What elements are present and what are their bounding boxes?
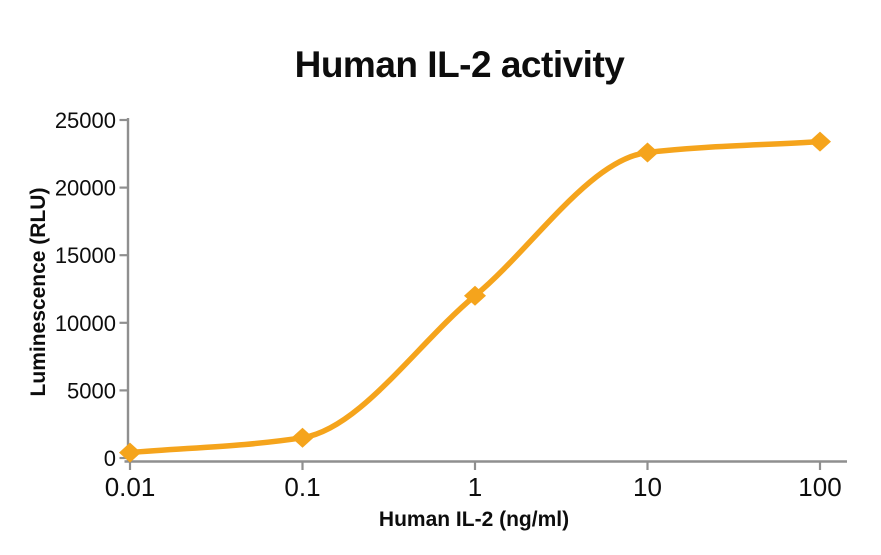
data-point-marker [809, 131, 831, 152]
data-point-marker [119, 442, 141, 463]
y-tick-label: 5000 [67, 378, 116, 403]
data-point-marker [464, 285, 486, 306]
data-point-marker [291, 427, 314, 448]
x-axis-title: Human IL-2 (ng/ml) [378, 508, 570, 531]
y-tick-label: 20000 [55, 176, 116, 201]
y-tick-label: 0 [104, 446, 116, 471]
y-tick-label: 10000 [55, 311, 116, 336]
chart-title: Human IL-2 activity [294, 44, 625, 85]
data-point-marker [636, 142, 659, 163]
x-tick-label: 1 [468, 472, 482, 502]
x-tick-label: 0.01 [105, 472, 156, 502]
x-tick-label: 0.1 [284, 472, 320, 502]
x-tick-label: 100 [798, 472, 841, 502]
y-tick-label: 15000 [55, 243, 116, 268]
x-tick-label: 10 [633, 472, 662, 502]
y-tick-label: 25000 [55, 108, 116, 133]
